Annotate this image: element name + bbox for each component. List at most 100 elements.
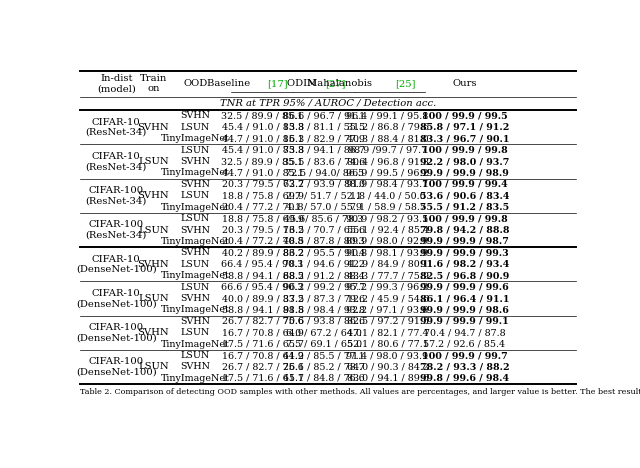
Text: 41.1 / 84.8 / 76.6: 41.1 / 84.8 / 76.6	[283, 374, 365, 383]
Text: SVHN: SVHN	[138, 191, 169, 200]
Text: 78.2 / 93.3 / 88.2: 78.2 / 93.3 / 88.2	[420, 363, 509, 372]
Text: LSUN: LSUN	[181, 283, 210, 292]
Text: LSUN: LSUN	[138, 226, 169, 234]
Text: LSUN: LSUN	[181, 214, 210, 223]
Text: 92.2 / 98.0 / 93.7: 92.2 / 98.0 / 93.7	[420, 157, 509, 166]
Text: 100 / 99.9 / 99.5: 100 / 99.9 / 99.5	[422, 111, 508, 120]
Text: 2.7 / 51.7 / 52.1: 2.7 / 51.7 / 52.1	[286, 191, 362, 200]
Text: SVHN: SVHN	[138, 328, 169, 337]
Text: 44.7 / 91.0 / 85.1: 44.7 / 91.0 / 85.1	[221, 134, 303, 143]
Text: 64.0 / 90.3 / 84.2: 64.0 / 90.3 / 84.2	[347, 363, 428, 372]
Text: TinyImageNet: TinyImageNet	[161, 237, 230, 246]
Text: 55.1 / 92.4 / 85.4: 55.1 / 92.4 / 85.4	[346, 226, 429, 234]
Text: 91.6 / 98.2 / 93.4: 91.6 / 98.2 / 93.4	[420, 260, 509, 269]
Text: 68.2 / 91.2 / 88.4: 68.2 / 91.2 / 88.4	[283, 271, 365, 280]
Text: 85.8 / 97.1 / 91.2: 85.8 / 97.1 / 91.2	[420, 123, 509, 132]
Text: 98.9 /99.7 / 97.7: 98.9 /99.7 / 97.7	[348, 146, 427, 154]
Text: SVHN: SVHN	[180, 317, 211, 326]
Text: CIFAR-100
(ResNet-34): CIFAR-100 (ResNet-34)	[86, 186, 147, 205]
Text: SVHN: SVHN	[138, 260, 169, 269]
Text: 13.8 / 81.1 / 55.5: 13.8 / 81.1 / 55.5	[283, 123, 365, 132]
Text: 18.8 / 75.8 / 69.9: 18.8 / 75.8 / 69.9	[221, 214, 303, 223]
Text: LSUN: LSUN	[181, 191, 210, 200]
Text: 57.2 / 92.6 / 85.4: 57.2 / 92.6 / 85.4	[424, 340, 506, 349]
Text: LSUN: LSUN	[181, 146, 210, 154]
Text: 16.5 / 70.7 / 65.6: 16.5 / 70.7 / 65.6	[283, 226, 365, 234]
Text: 35.5 / 83.6 / 74.6: 35.5 / 83.6 / 74.6	[283, 157, 365, 166]
Text: LSUN: LSUN	[138, 363, 169, 372]
Text: LSUN: LSUN	[138, 157, 169, 166]
Text: 99.9 / 99.9 / 99.6: 99.9 / 99.9 / 99.6	[420, 283, 509, 292]
Text: SVHN: SVHN	[180, 226, 211, 234]
Text: LSUN: LSUN	[181, 260, 210, 269]
Text: 90.9 / 98.2 / 93.5: 90.9 / 98.2 / 93.5	[346, 214, 429, 223]
Text: 26.1 / 85.2 / 78.7: 26.1 / 85.2 / 78.7	[283, 363, 365, 372]
Text: 70.6 / 93.8 / 86.6: 70.6 / 93.8 / 86.6	[283, 317, 365, 326]
Text: 99.9 / 99.9 / 99.3: 99.9 / 99.9 / 99.3	[420, 249, 509, 257]
Text: TinyImageNet: TinyImageNet	[161, 271, 230, 280]
Text: 45.6/ 85.6 / 78.3: 45.6/ 85.6 / 78.3	[284, 214, 364, 223]
Text: TNR at TPR 95% / AUROC / Detection acc.: TNR at TPR 95% / AUROC / Detection acc.	[220, 99, 436, 108]
Text: SVHN: SVHN	[180, 157, 211, 166]
Text: 100 / 99.9 / 99.8: 100 / 99.9 / 99.8	[422, 214, 508, 223]
Text: [25]: [25]	[395, 79, 415, 88]
Text: Table 2. Comparison of detecting OOD samples with other methods. All values are : Table 2. Comparison of detecting OOD sam…	[80, 388, 640, 396]
Text: 86.2 / 95.5 / 91.4: 86.2 / 95.5 / 91.4	[283, 249, 365, 257]
Text: SVHN: SVHN	[180, 249, 211, 257]
Text: 20.4 / 77.2 / 70.8: 20.4 / 77.2 / 70.8	[222, 203, 303, 212]
Text: 20.3 / 79.5 / 73.2: 20.3 / 79.5 / 73.2	[221, 226, 303, 234]
Text: CIFAR-10
(DenseNet-100): CIFAR-10 (DenseNet-100)	[76, 289, 157, 308]
Text: 58.8 / 94.1 / 88.5: 58.8 / 94.1 / 88.5	[221, 306, 303, 314]
Text: 16.7 / 70.8 / 64.9: 16.7 / 70.8 / 64.9	[221, 351, 303, 360]
Text: 18.8 / 75.8 / 69.9: 18.8 / 75.8 / 69.9	[221, 191, 303, 200]
Text: LSUN: LSUN	[181, 123, 210, 132]
Text: 96.4 / 99.1 / 95.8: 96.4 / 99.1 / 95.8	[346, 111, 429, 120]
Text: 73.8 / 94.1 / 86.7: 73.8 / 94.1 / 86.7	[283, 146, 365, 154]
Text: 26.7 / 82.7 / 75.6: 26.7 / 82.7 / 75.6	[221, 363, 303, 372]
Text: 1.8 / 44.0 / 50.0: 1.8 / 44.0 / 50.0	[349, 191, 426, 200]
Text: [17]: [17]	[267, 79, 288, 88]
Text: 83.0 / 94.1 / 89.6: 83.0 / 94.1 / 89.6	[346, 374, 429, 383]
Text: TinyImageNet: TinyImageNet	[161, 306, 230, 314]
Text: 55.5 / 91.2 / 83.5: 55.5 / 91.2 / 83.5	[420, 203, 509, 212]
Text: 40.3 / 88.4 / 81.0: 40.3 / 88.4 / 81.0	[347, 134, 428, 143]
Text: 99.9 / 99.9 / 98.9: 99.9 / 99.9 / 98.9	[420, 168, 509, 177]
Text: SVHN: SVHN	[138, 123, 169, 132]
Text: 100 / 99.9 / 99.4: 100 / 99.9 / 99.4	[422, 180, 508, 189]
Text: 70.4 / 94.7 / 87.8: 70.4 / 94.7 / 87.8	[424, 328, 505, 337]
Text: 47.1 / 82.1 / 77.4: 47.1 / 82.1 / 77.4	[347, 328, 428, 337]
Text: 99.9 / 99.9 / 98.6: 99.9 / 99.9 / 98.6	[420, 306, 509, 314]
Text: 96.9 / 99.5 / 96.2: 96.9 / 99.5 / 96.2	[346, 168, 429, 177]
Text: 66.4 / 95.4 / 90.3: 66.4 / 95.4 / 90.3	[221, 260, 303, 269]
Text: LSUN: LSUN	[181, 328, 210, 337]
Text: 66.6 / 95.4 / 90.3: 66.6 / 95.4 / 90.3	[221, 283, 304, 292]
Text: 32.5 / 89.9 / 85.1: 32.5 / 89.9 / 85.1	[221, 111, 303, 120]
Text: 7.1 / 58.9 / 58.7: 7.1 / 58.9 / 58.7	[349, 203, 426, 212]
Text: 100 / 99.9 / 99.7: 100 / 99.9 / 99.7	[422, 351, 508, 360]
Text: 97.2 / 99.3 / 96.3: 97.2 / 99.3 / 96.3	[346, 283, 429, 292]
Text: 79.8 / 94.2 / 88.8: 79.8 / 94.2 / 88.8	[420, 226, 509, 234]
Text: 45.4 / 91.0 / 85.3: 45.4 / 91.0 / 85.3	[221, 146, 303, 154]
Text: OOD: OOD	[184, 79, 208, 88]
Text: Ours: Ours	[452, 79, 477, 88]
Text: 37.5 / 87.3 / 79.6: 37.5 / 87.3 / 79.6	[283, 294, 365, 303]
Text: 86.1 / 96.4 / 91.1: 86.1 / 96.4 / 91.1	[420, 294, 509, 303]
Text: SVHN: SVHN	[180, 363, 211, 372]
Text: 72.5 / 94.0/ 86.5: 72.5 / 94.0/ 86.5	[285, 168, 364, 177]
Text: 20.3 / 79.5 / 73.2: 20.3 / 79.5 / 73.2	[221, 180, 303, 189]
Text: Mahalanobis: Mahalanobis	[307, 79, 376, 88]
Text: CIFAR-100
(DenseNet-100): CIFAR-100 (DenseNet-100)	[76, 357, 157, 377]
Text: 45.4 / 91.0 / 85.3: 45.4 / 91.0 / 85.3	[221, 123, 303, 132]
Text: LSUN: LSUN	[181, 351, 210, 360]
Text: 12.2 / 45.9 / 54.6: 12.2 / 45.9 / 54.6	[346, 294, 429, 303]
Text: 17.5 / 71.6 / 65.7: 17.5 / 71.6 / 65.7	[221, 340, 303, 349]
Text: TinyImageNet: TinyImageNet	[161, 340, 230, 349]
Text: SVHN: SVHN	[180, 111, 211, 120]
Text: 41.2 / 85.5 / 77.1: 41.2 / 85.5 / 77.1	[283, 351, 365, 360]
Text: 40.2 / 89.9 / 83.2: 40.2 / 89.9 / 83.2	[221, 249, 303, 257]
Text: 26.7 / 82.7 / 75.6: 26.7 / 82.7 / 75.6	[221, 317, 303, 326]
Text: CIFAR-100
(ResNet-34): CIFAR-100 (ResNet-34)	[86, 220, 147, 240]
Text: 53.6 / 90.6 / 83.4: 53.6 / 90.6 / 83.4	[420, 191, 509, 200]
Text: 91.8 / 98.4 / 93.8: 91.8 / 98.4 / 93.8	[283, 306, 365, 314]
Text: 4.1 / 57.0 / 55.9: 4.1 / 57.0 / 55.9	[286, 203, 362, 212]
